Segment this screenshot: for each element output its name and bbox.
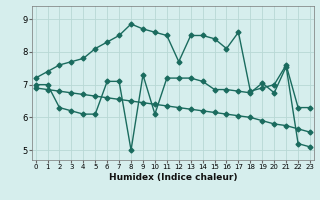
X-axis label: Humidex (Indice chaleur): Humidex (Indice chaleur) bbox=[108, 173, 237, 182]
